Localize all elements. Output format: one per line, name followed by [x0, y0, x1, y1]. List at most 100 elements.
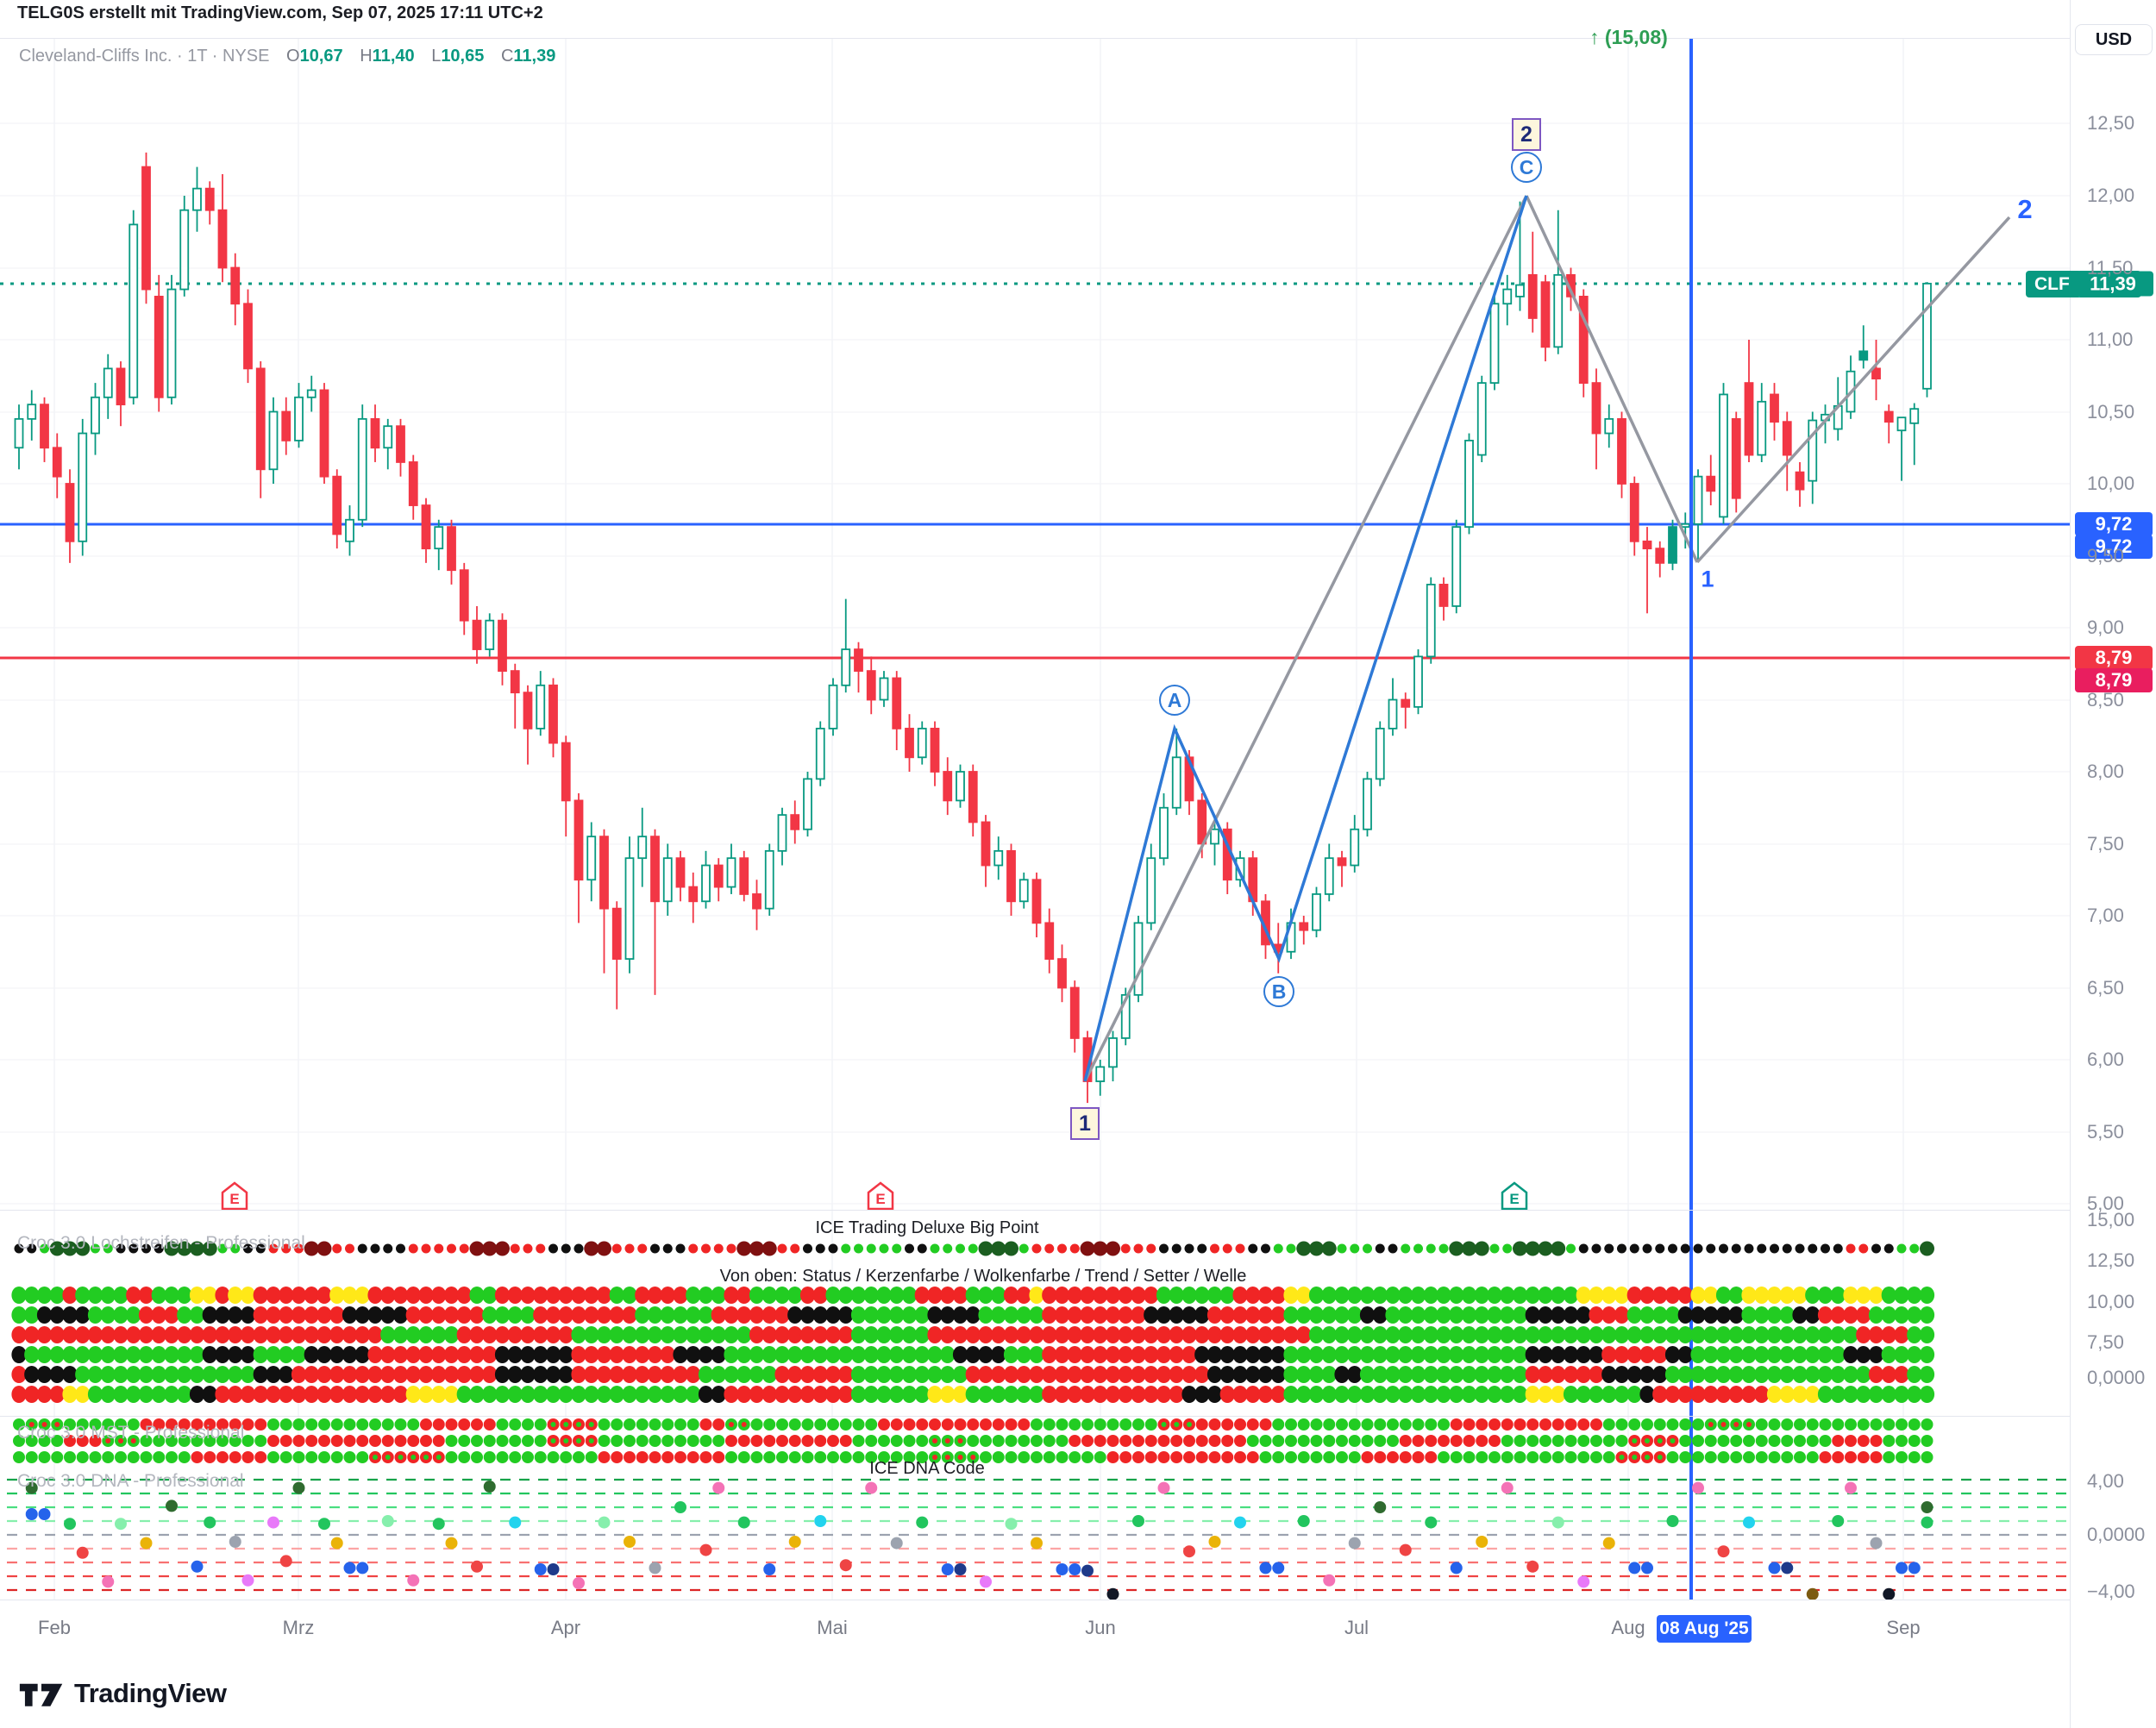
bigpoint-dot: [889, 1306, 905, 1324]
bigpoint-dot: [240, 1386, 256, 1403]
bigpoint-dot: [1042, 1346, 1057, 1363]
bigpoint-dot: [673, 1326, 688, 1343]
crosshair-date-badge[interactable]: 08 Aug '25: [1657, 1615, 1752, 1643]
bigpoint-dot: [1436, 1346, 1451, 1363]
time-axis-label-aug[interactable]: Aug: [1611, 1617, 1645, 1638]
bigpoint-dot: [850, 1287, 867, 1304]
bigpoint-dot: [787, 1287, 803, 1304]
bigpoint-dot: [1054, 1287, 1070, 1304]
bigpoint-dot: [1563, 1346, 1579, 1363]
bigpoint-dot: [571, 1306, 586, 1324]
mst-dot: [649, 1435, 661, 1447]
dna-dot: [699, 1543, 712, 1556]
bigpoint-dot: [761, 1287, 777, 1304]
bigpoint-dot: [1512, 1386, 1528, 1403]
indicator-label-mst[interactable]: Croc 3.0 MST - Professional: [17, 1423, 245, 1443]
dna-dot: [534, 1563, 547, 1575]
earnings-flag-shape[interactable]: [867, 1181, 894, 1211]
indicator-label-dna[interactable]: Croc 3.0 DNA - Professional: [17, 1471, 244, 1491]
candle-body: [1197, 799, 1207, 845]
earnings-flag-shape[interactable]: [221, 1181, 248, 1211]
candle-body: [752, 893, 761, 910]
status-dot: [154, 1243, 164, 1254]
bigpoint-dot: [304, 1326, 319, 1343]
bigpoint-dot: [774, 1306, 790, 1324]
bigpoint-dot: [1410, 1326, 1426, 1343]
bigpoint-dot: [24, 1287, 40, 1304]
time-axis-label-jul[interactable]: Jul: [1344, 1617, 1369, 1638]
bigpoint-dot: [1398, 1287, 1413, 1304]
mst-dot: [674, 1418, 686, 1431]
status-dot: [1363, 1243, 1372, 1254]
mst-dot: [1399, 1418, 1412, 1431]
indicator-label-lochstreifen[interactable]: Croc 3.0 Lochstreifen - Professional: [17, 1233, 305, 1253]
status-dot: [1197, 1243, 1207, 1254]
bigpoint-dot: [914, 1366, 930, 1383]
tradingview-logo[interactable]: TradingView: [19, 1678, 227, 1709]
mst-dot-core: [54, 1422, 60, 1427]
mst-dot-core: [130, 1438, 136, 1443]
dna-dot: [1348, 1537, 1361, 1550]
pane-border-top: [0, 38, 2070, 39]
earnings-flag-letter: E: [229, 1191, 239, 1207]
bigpoint-dot: [279, 1366, 294, 1383]
bigpoint-dot: [1232, 1306, 1248, 1324]
mst-dot: [1794, 1451, 1806, 1463]
mst-dot: [725, 1435, 737, 1447]
time-axis-label-mrz[interactable]: Mrz: [282, 1617, 315, 1638]
symbol-legend[interactable]: Cleveland-Cliffs Inc. · 1T · NYSE O10,67…: [19, 47, 555, 66]
dna-dot: [954, 1563, 967, 1575]
candle-body: [1363, 778, 1372, 830]
mst-dot: [1679, 1451, 1692, 1463]
bigpoint-dot: [1715, 1287, 1732, 1304]
candle-body: [281, 410, 291, 441]
panel2-title[interactable]: ICE Trading Deluxe Big Point: [815, 1218, 1039, 1237]
mst-dot: [458, 1435, 471, 1447]
currency-toggle-button[interactable]: USD: [2075, 24, 2153, 55]
mst-dot: [1896, 1418, 1908, 1431]
bigpoint-dot: [1728, 1366, 1744, 1383]
mst-dot: [318, 1418, 330, 1431]
mst-dot: [1336, 1435, 1348, 1447]
mst-dot: [318, 1435, 330, 1447]
time-axis-label-feb[interactable]: Feb: [38, 1617, 71, 1638]
status-dot: [905, 1243, 914, 1254]
bigpoint-dot: [698, 1366, 714, 1383]
time-axis-label-jun[interactable]: Jun: [1085, 1617, 1116, 1638]
candle-body: [421, 504, 431, 550]
status-dot: [281, 1243, 291, 1254]
mst-dot: [992, 1451, 1005, 1463]
status-dot: [1133, 1243, 1144, 1254]
bigpoint-dot: [304, 1287, 319, 1304]
dna-dot: [1501, 1481, 1514, 1494]
time-axis-label-sep[interactable]: Sep: [1886, 1617, 1921, 1638]
bigpoint-dot: [876, 1326, 892, 1343]
status-dot: [1080, 1241, 1095, 1256]
mst-dot: [674, 1451, 686, 1463]
mst-dot: [1323, 1435, 1336, 1447]
bigpoint-dot: [36, 1306, 53, 1324]
bigpoint-dot: [1805, 1326, 1821, 1343]
candle-body: [1299, 922, 1309, 931]
dna-dot: [102, 1575, 115, 1588]
earnings-flag-shape[interactable]: [1501, 1181, 1528, 1211]
bigpoint-dot: [189, 1287, 205, 1304]
time-axis-label-mai[interactable]: Mai: [817, 1617, 848, 1638]
bigpoint-dot: [49, 1287, 65, 1304]
bigpoint-dot: [1308, 1306, 1325, 1324]
candle-body: [1757, 400, 1767, 456]
bigpoint-dot: [1093, 1386, 1108, 1403]
bigpoint-dot: [1652, 1366, 1668, 1383]
panel3-title[interactable]: ICE DNA Code: [869, 1459, 985, 1478]
bigpoint-dot: [1817, 1386, 1833, 1403]
symbol-title[interactable]: Cleveland-Cliffs Inc. · 1T · NYSE: [19, 47, 270, 66]
high-label: H: [360, 47, 373, 66]
mst-dot: [1641, 1418, 1653, 1431]
bigpoint-dot: [1589, 1306, 1604, 1324]
time-axis-label-apr[interactable]: Apr: [550, 1617, 581, 1638]
status-dot: [383, 1243, 393, 1254]
bigpoint-dot: [138, 1366, 154, 1383]
bigpoint-dot: [1551, 1366, 1566, 1383]
bigpoint-dot: [825, 1366, 841, 1383]
